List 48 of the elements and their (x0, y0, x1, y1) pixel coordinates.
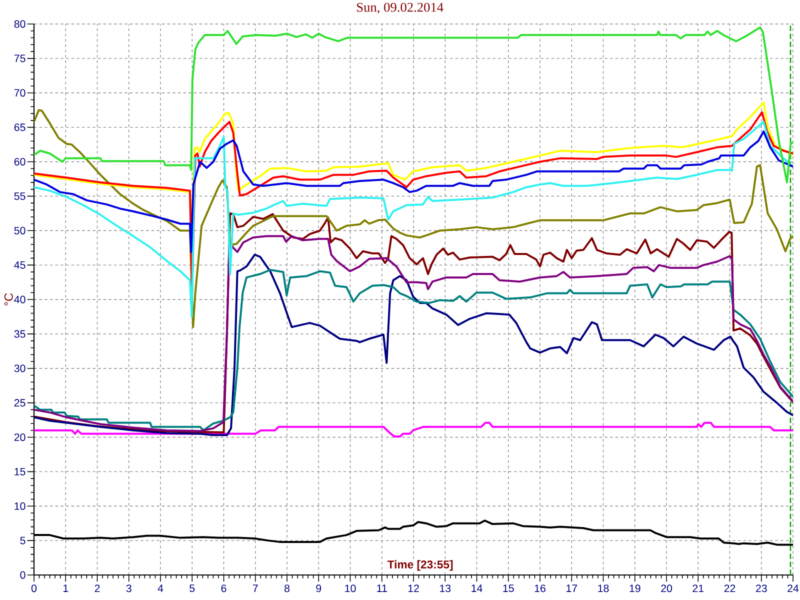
x-tick-label: 5 (190, 584, 195, 592)
y-tick-label: 30 (14, 364, 26, 372)
x-tick-label: 8 (284, 584, 290, 592)
x-tick-label: 22 (724, 584, 736, 592)
y-tick-label: 75 (14, 54, 26, 62)
y-tick-label: 40 (14, 296, 26, 304)
y-tick-label: 15 (14, 468, 26, 476)
y-tick-label: 20 (14, 433, 26, 442)
y-tick-label: 65 (14, 124, 26, 132)
x-tick-label: 18 (598, 584, 609, 592)
y-tick-label: 35 (14, 330, 26, 338)
x-tick-label: 24 (788, 584, 799, 592)
y-tick-label: 80 (14, 20, 26, 28)
y-tick-label: 70 (14, 89, 26, 97)
x-tick-label: 1 (63, 584, 68, 592)
x-tick-label: 12 (408, 584, 419, 592)
x-tick-label: 9 (316, 584, 322, 592)
y-axis-title: °C (4, 293, 13, 306)
x-tick-label: 7 (252, 584, 258, 592)
y-tick-label: 55 (14, 192, 26, 200)
chart-title: Sun, 09.02.2014 (357, 2, 444, 14)
x-axis-title: Time [23:55] (387, 560, 453, 571)
y-tick-label: 50 (14, 226, 26, 234)
x-tick-label: 17 (566, 584, 578, 592)
y-tick-label: 25 (14, 399, 26, 407)
y-tick-label: 60 (14, 158, 26, 166)
x-tick-label: 15 (503, 584, 514, 592)
x-tick-label: 21 (692, 584, 704, 592)
x-tick-label: 4 (158, 584, 164, 592)
x-tick-label: 10 (345, 584, 356, 592)
x-tick-label: 6 (221, 584, 226, 592)
line-series (34, 26, 794, 184)
x-tick-label: 16 (534, 584, 546, 592)
line-series (34, 422, 794, 438)
x-tick-label: 23 (756, 584, 767, 592)
x-tick-label: 11 (377, 584, 387, 592)
x-tick-label: 19 (630, 584, 640, 592)
x-tick-label: 2 (94, 584, 100, 592)
x-tick-label: 20 (661, 584, 672, 592)
line-series (34, 130, 794, 253)
y-tick-label: 0 (20, 571, 26, 579)
y-tick-label: 10 (14, 502, 26, 510)
y-tick-label: 5 (20, 536, 26, 544)
x-tick-label: 13 (440, 584, 451, 592)
y-tick-label: 45 (14, 261, 26, 269)
x-tick-label: 14 (472, 584, 482, 592)
x-tick-label: 3 (126, 584, 132, 592)
x-tick-label: 0 (31, 584, 37, 592)
